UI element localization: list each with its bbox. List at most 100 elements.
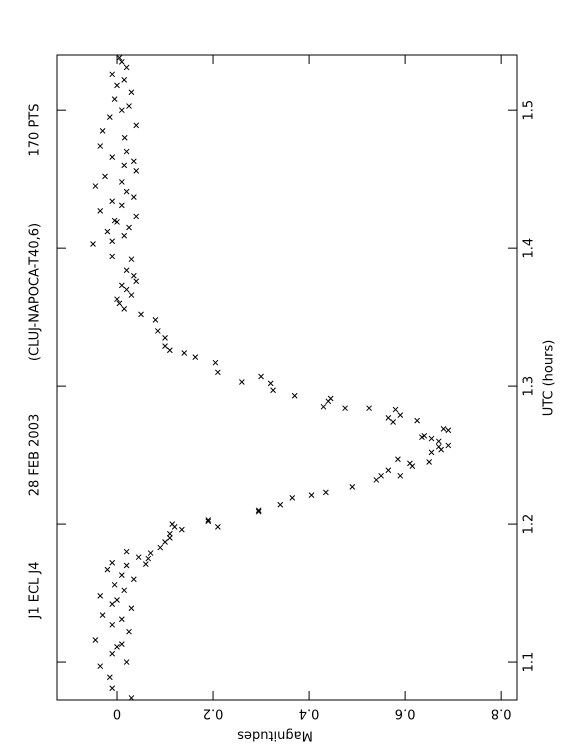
data-point — [109, 198, 116, 205]
data-point — [128, 292, 135, 298]
data-point — [97, 208, 104, 214]
data-point — [147, 550, 154, 556]
data-point — [157, 544, 164, 551]
data-point — [205, 518, 212, 525]
data-point — [327, 395, 334, 402]
data-point — [181, 350, 188, 356]
data-point — [130, 158, 137, 165]
data-point — [99, 612, 106, 619]
x-tick-label: 1.1 — [522, 652, 537, 673]
data-point — [123, 148, 130, 155]
data-point — [109, 71, 116, 78]
data-point — [109, 685, 116, 692]
data-point — [97, 663, 104, 670]
data-point — [390, 419, 396, 425]
data-point — [118, 107, 125, 114]
data-point — [123, 286, 130, 293]
data-point — [162, 334, 168, 341]
data-point — [342, 405, 348, 412]
data-point — [114, 597, 120, 603]
data-point — [162, 539, 168, 545]
data-point — [102, 173, 108, 180]
data-point — [349, 483, 356, 490]
data-point — [106, 114, 113, 120]
data-point — [121, 587, 128, 594]
data-point — [445, 427, 452, 434]
data-point — [212, 359, 219, 366]
data-point — [428, 435, 435, 442]
data-point — [308, 492, 315, 498]
title-part: 170 PTS — [28, 104, 43, 157]
data-point — [166, 535, 173, 541]
data-point — [154, 328, 161, 334]
data-point — [133, 168, 140, 174]
data-point — [166, 347, 173, 354]
data-point — [397, 472, 404, 479]
data-point — [378, 472, 384, 479]
data-point — [109, 621, 116, 628]
data-point — [162, 343, 168, 349]
data-point — [109, 238, 116, 245]
data-point — [118, 616, 125, 623]
data-point — [118, 572, 125, 578]
data-point — [255, 508, 262, 515]
data-point — [421, 432, 428, 439]
data-point — [428, 449, 435, 456]
x-tick-label: 1.5 — [522, 100, 537, 121]
plot-frame — [56, 54, 518, 701]
data-point — [97, 592, 104, 599]
data-point — [178, 526, 185, 533]
data-point — [215, 369, 221, 376]
x-axis-label: UTC (hours) — [542, 340, 557, 417]
data-point — [426, 459, 432, 465]
data-point — [395, 456, 401, 463]
data-point — [123, 562, 130, 569]
data-point — [109, 650, 116, 657]
data-point — [126, 224, 132, 231]
data-point — [166, 530, 173, 537]
data-point — [270, 387, 276, 394]
data-point — [106, 674, 113, 681]
data-point — [440, 426, 447, 432]
y-tick-label: 0 — [113, 706, 121, 721]
y-tick-label: 0.8 — [491, 706, 512, 721]
data-point — [291, 392, 298, 399]
data-point — [323, 489, 329, 496]
data-point — [111, 581, 118, 588]
data-point — [152, 317, 159, 323]
data-point — [97, 143, 104, 149]
y-axis-label: Magnitudes — [237, 728, 313, 743]
data-point — [142, 561, 149, 567]
x-tick-label: 1.4 — [522, 238, 537, 259]
data-point — [114, 82, 120, 89]
data-point — [104, 228, 111, 235]
data-point — [109, 559, 116, 566]
data-point — [123, 267, 130, 274]
data-point — [118, 282, 125, 289]
data-point — [414, 417, 420, 424]
data-point — [90, 241, 96, 247]
data-point — [138, 311, 144, 318]
data-point — [445, 442, 452, 449]
data-point — [109, 253, 116, 260]
data-point — [121, 232, 128, 239]
data-point — [128, 89, 135, 96]
data-point — [438, 446, 444, 453]
data-point — [192, 354, 199, 361]
data-point — [320, 403, 327, 410]
data-point — [109, 154, 116, 160]
title-part: J1 ECL J4 — [28, 561, 43, 619]
data-point — [145, 555, 152, 562]
data-point — [92, 183, 99, 189]
title-part: (CLUJ-NAPOCA-T40,6) — [28, 223, 43, 361]
data-point — [133, 278, 140, 285]
data-point — [128, 695, 135, 701]
data-point — [123, 548, 130, 555]
data-point — [385, 467, 392, 474]
data-point — [128, 605, 135, 612]
data-point — [130, 194, 137, 200]
data-point — [258, 373, 264, 380]
data-point — [123, 188, 130, 195]
data-point — [99, 128, 106, 134]
